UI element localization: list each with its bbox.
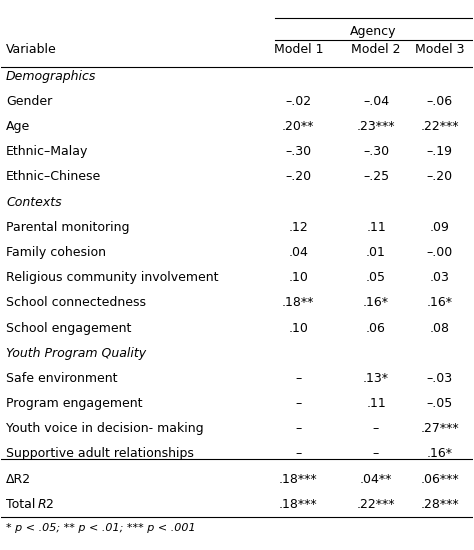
Text: .27***: .27***	[420, 422, 459, 435]
Text: –.02: –.02	[285, 95, 311, 108]
Text: –.30: –.30	[363, 145, 389, 158]
Text: .16*: .16*	[427, 447, 453, 460]
Text: .05: .05	[366, 271, 386, 284]
Text: School engagement: School engagement	[6, 322, 131, 334]
Text: .22***: .22***	[357, 498, 395, 511]
Text: –.05: –.05	[427, 397, 453, 410]
Text: –.03: –.03	[427, 372, 453, 385]
Text: School connectedness: School connectedness	[6, 296, 146, 309]
Text: .28***: .28***	[420, 498, 459, 511]
Text: .18***: .18***	[279, 498, 318, 511]
Text: .13*: .13*	[363, 372, 389, 385]
Text: –.04: –.04	[363, 95, 389, 108]
Text: Variable: Variable	[6, 43, 57, 56]
Text: .09: .09	[430, 221, 449, 234]
Text: Total: Total	[6, 498, 39, 511]
Text: .23***: .23***	[357, 120, 395, 133]
Text: ΔR2: ΔR2	[6, 472, 31, 486]
Text: Ethnic–Malay: Ethnic–Malay	[6, 145, 89, 158]
Text: .03: .03	[430, 271, 449, 284]
Text: Youth Program Quality: Youth Program Quality	[6, 346, 146, 360]
Text: .12: .12	[288, 221, 308, 234]
Text: –.30: –.30	[285, 145, 311, 158]
Text: –: –	[295, 447, 301, 460]
Text: Family cohesion: Family cohesion	[6, 246, 106, 259]
Text: Youth voice in decision- making: Youth voice in decision- making	[6, 422, 204, 435]
Text: .10: .10	[288, 322, 308, 334]
Text: Parental monitoring: Parental monitoring	[6, 221, 129, 234]
Text: Program engagement: Program engagement	[6, 397, 143, 410]
Text: –: –	[295, 372, 301, 385]
Text: –: –	[295, 397, 301, 410]
Text: Age: Age	[6, 120, 30, 133]
Text: –: –	[373, 447, 379, 460]
Text: Model 2: Model 2	[351, 43, 401, 56]
Text: Model 1: Model 1	[273, 43, 323, 56]
Text: .06: .06	[366, 322, 386, 334]
Text: .22***: .22***	[420, 120, 459, 133]
Text: –: –	[373, 422, 379, 435]
Text: –.00: –.00	[427, 246, 453, 259]
Text: –.20: –.20	[285, 170, 311, 184]
Text: .10: .10	[288, 271, 308, 284]
Text: R: R	[38, 498, 47, 511]
Text: Model 3: Model 3	[415, 43, 465, 56]
Text: .06***: .06***	[420, 472, 459, 486]
Text: .16*: .16*	[427, 296, 453, 309]
Text: .04: .04	[288, 246, 308, 259]
Text: Gender: Gender	[6, 95, 52, 108]
Text: .20**: .20**	[282, 120, 314, 133]
Text: –.06: –.06	[427, 95, 453, 108]
Text: Religious community involvement: Religious community involvement	[6, 271, 219, 284]
Text: –.25: –.25	[363, 170, 389, 184]
Text: .18***: .18***	[279, 472, 318, 486]
Text: –: –	[295, 422, 301, 435]
Text: Safe environment: Safe environment	[6, 372, 118, 385]
Text: Demographics: Demographics	[6, 70, 97, 83]
Text: 2: 2	[45, 498, 53, 511]
Text: Agency: Agency	[350, 25, 397, 38]
Text: .11: .11	[366, 221, 386, 234]
Text: Contexts: Contexts	[6, 196, 62, 208]
Text: –.19: –.19	[427, 145, 453, 158]
Text: .16*: .16*	[363, 296, 389, 309]
Text: Ethnic–Chinese: Ethnic–Chinese	[6, 170, 101, 184]
Text: .11: .11	[366, 397, 386, 410]
Text: .18**: .18**	[282, 296, 314, 309]
Text: –.20: –.20	[427, 170, 453, 184]
Text: .04**: .04**	[360, 472, 392, 486]
Text: Supportive adult relationships: Supportive adult relationships	[6, 447, 194, 460]
Text: .01: .01	[366, 246, 386, 259]
Text: .08: .08	[429, 322, 450, 334]
Text: * p < .05; ** p < .01; *** p < .001: * p < .05; ** p < .01; *** p < .001	[6, 523, 196, 533]
